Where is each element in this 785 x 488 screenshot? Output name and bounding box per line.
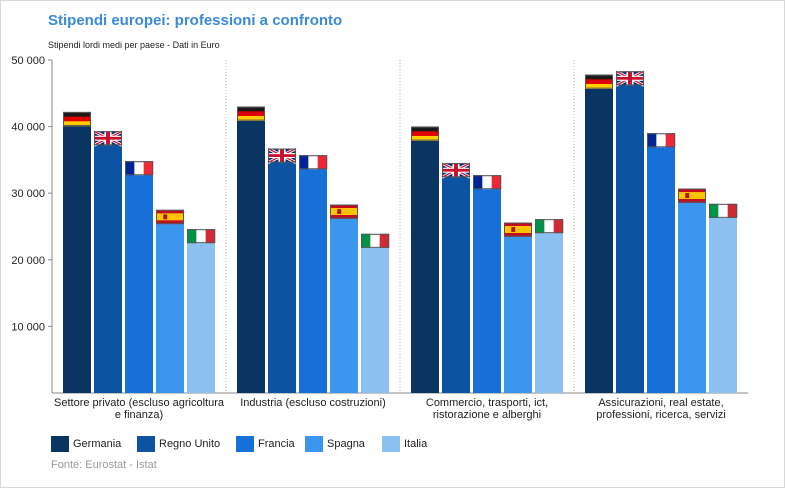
bar xyxy=(442,163,470,393)
bar xyxy=(504,222,532,393)
bar xyxy=(411,126,439,393)
bar xyxy=(125,161,153,393)
legend-label: Spagna xyxy=(327,438,365,450)
y-tick-label: 40 000 xyxy=(11,122,45,134)
flag-italy-icon xyxy=(187,229,216,244)
bar xyxy=(299,155,327,393)
flag-spain-icon xyxy=(330,204,358,219)
flag-uk-icon xyxy=(93,129,123,147)
legend-swatch xyxy=(236,436,254,452)
legend-swatch xyxy=(305,436,323,452)
chart-title: Stipendi europei: professioni a confront… xyxy=(48,12,343,29)
flag-france-icon xyxy=(125,161,154,176)
bar xyxy=(63,111,91,393)
y-tick-label: 20 000 xyxy=(11,255,45,267)
legend-swatch xyxy=(382,436,400,452)
legend-swatch xyxy=(51,436,69,452)
x-tick-label: Commercio, trasporti, ict, xyxy=(426,397,548,409)
bar xyxy=(156,209,184,393)
legend-label: Germania xyxy=(73,438,122,450)
bar xyxy=(678,188,706,393)
bar xyxy=(709,203,737,393)
flag-italy-icon xyxy=(361,233,390,248)
flag-germany-icon xyxy=(63,111,91,127)
flag-france-icon xyxy=(299,155,328,170)
bar xyxy=(237,106,265,394)
flag-uk-icon xyxy=(267,147,297,164)
flag-germany-icon xyxy=(411,126,439,141)
flag-spain-icon xyxy=(678,188,706,203)
bar xyxy=(647,133,675,393)
x-tick-label: e finanza) xyxy=(115,409,163,421)
legend-label: Francia xyxy=(258,438,295,450)
bar xyxy=(330,204,358,393)
x-tick-label: ristorazione e alberghi xyxy=(433,409,541,421)
flag-spain-icon xyxy=(156,209,184,225)
flag-uk-icon xyxy=(615,69,645,87)
bar xyxy=(616,71,644,394)
source-note: Fonte: Eurostat - Istat xyxy=(51,459,157,471)
bar xyxy=(361,233,389,393)
flag-uk-icon xyxy=(441,161,471,179)
legend-label: Italia xyxy=(404,438,428,450)
flag-germany-icon xyxy=(237,106,265,121)
flag-spain-icon xyxy=(504,222,532,237)
y-tick-label: 50 000 xyxy=(11,55,45,67)
flag-france-icon xyxy=(647,133,676,148)
bar xyxy=(535,219,563,393)
y-tick-label: 10 000 xyxy=(11,321,45,333)
flag-italy-icon xyxy=(535,219,564,234)
legend-label: Regno Unito xyxy=(159,438,221,450)
legend-swatch xyxy=(137,436,155,452)
bar xyxy=(268,148,296,393)
bar xyxy=(585,74,613,393)
bar xyxy=(473,175,501,393)
x-tick-label: Industria (escluso costruzioni) xyxy=(240,397,386,409)
x-tick-label: Settore privato (escluso agricoltura xyxy=(54,397,225,409)
bar xyxy=(187,229,215,393)
flag-italy-icon xyxy=(709,203,738,218)
x-tick-label: Assicurazioni, real estate, xyxy=(598,397,723,409)
x-tick-label: professioni, ricerca, servizi xyxy=(596,409,726,421)
y-tick-label: 30 000 xyxy=(11,188,45,200)
bar xyxy=(94,131,122,393)
chart-subtitle: Stipendi lordi medi per paese - Dati in … xyxy=(48,40,220,50)
flag-germany-icon xyxy=(585,74,613,89)
flag-france-icon xyxy=(473,175,502,190)
